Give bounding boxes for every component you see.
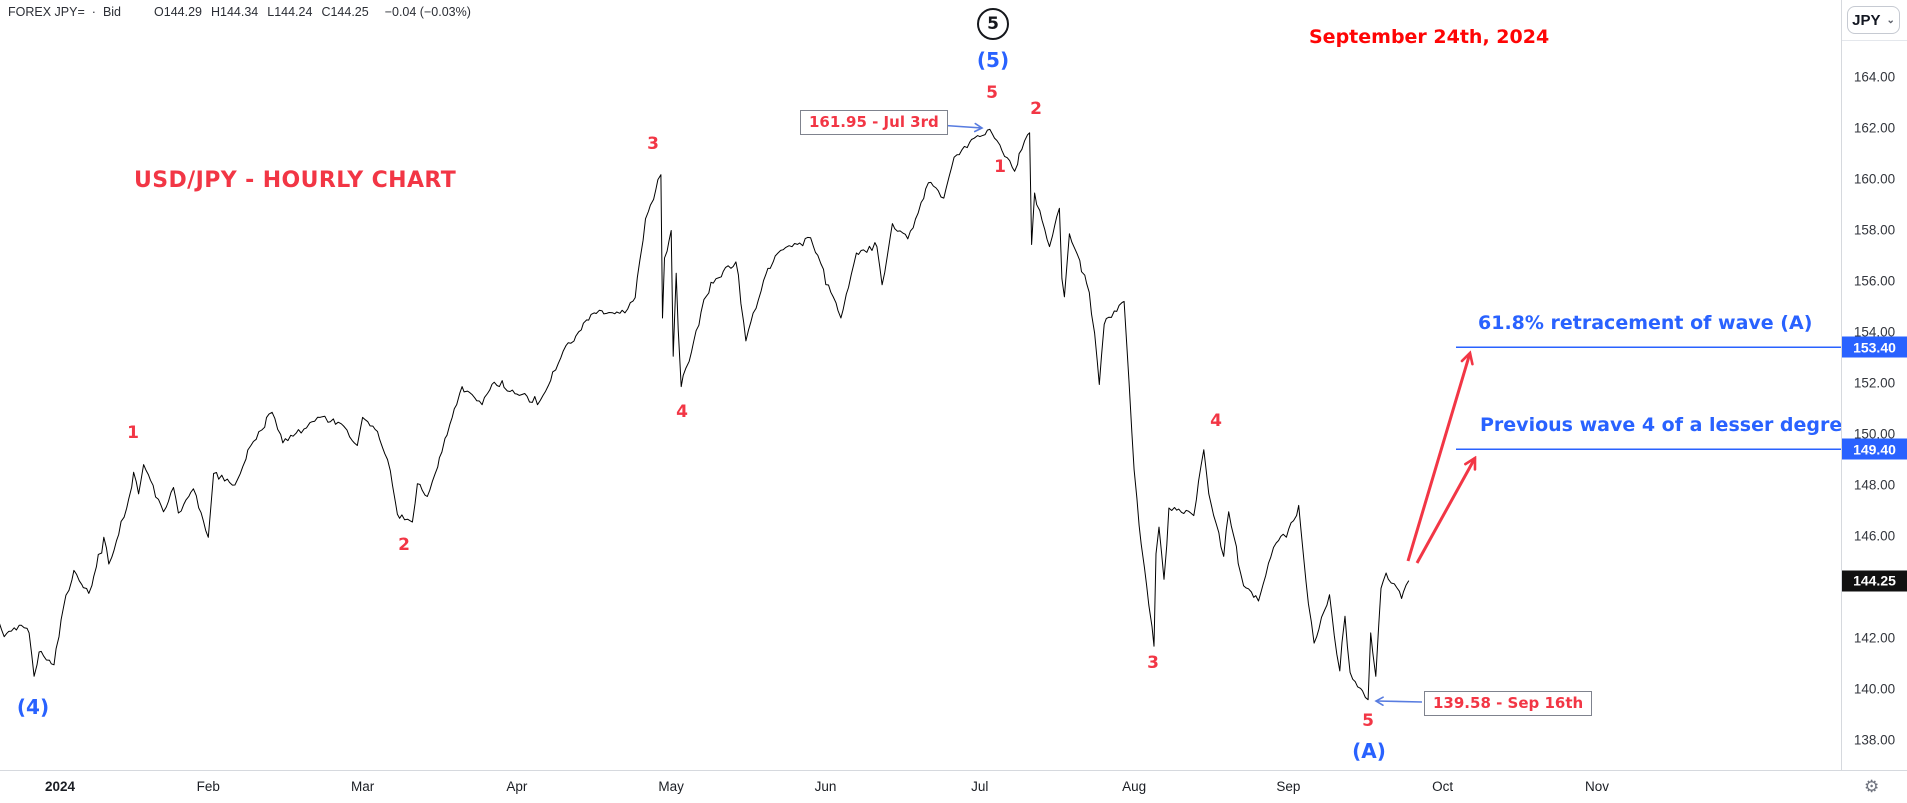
time-tick-May: May — [658, 779, 684, 794]
price-tick-152.00: 152.00 — [1853, 375, 1896, 391]
time-tick-Jul: Jul — [971, 779, 989, 794]
chart-plot-area[interactable]: 61.8% retracement of wave (A) Previous wa… — [0, 0, 1855, 770]
price-tick-148.00: 148.00 — [1853, 477, 1896, 493]
price-tick-162.00: 162.00 — [1853, 120, 1896, 136]
time-tick-Oct: Oct — [1432, 779, 1454, 794]
time-tick-Jun: Jun — [814, 779, 837, 794]
price-badge-149.40: 149.40 — [1842, 438, 1907, 460]
chevron-down-icon: ⌄ — [1886, 14, 1895, 26]
price-line — [0, 128, 1410, 701]
quote-ohlc: O144.29 H144.34 L144.24 C144.25 — [145, 5, 369, 19]
time-tick-Nov: Nov — [1584, 779, 1610, 794]
projection-arrow-1[interactable] — [1406, 353, 1470, 562]
price-callout-box-1[interactable]: 161.95 - Jul 3rd — [800, 110, 948, 135]
price-badge-153.40: 153.40 — [1842, 336, 1907, 358]
price-tick-160.00: 160.00 — [1853, 171, 1896, 187]
quote-field-l: L144.24 — [267, 5, 313, 19]
symbol-chip[interactable]: JPY ⌄ — [1847, 6, 1900, 34]
price-callout-box-2[interactable]: 139.58 - Sep 16th — [1424, 691, 1593, 716]
price-chart-svg[interactable] — [0, 0, 1841, 770]
time-tick-2024: 2024 — [44, 779, 76, 794]
axis-header-separator — [1842, 40, 1907, 41]
quote-field-c: C144.25 — [321, 5, 369, 19]
time-tick-Feb: Feb — [196, 779, 220, 794]
price-tick-156.00: 156.00 — [1853, 273, 1896, 289]
price-tick-140.00: 140.00 — [1853, 681, 1896, 697]
projection-arrow-2[interactable] — [1415, 458, 1477, 564]
time-axis[interactable]: 2024 Feb Mar Apr May Jun Jul Aug Sep Oct Nov — [0, 770, 1907, 803]
quote-change: −0.04 (−0.03%) — [384, 5, 471, 19]
price-tick-158.00: 158.00 — [1853, 222, 1896, 238]
price-tick-138.00: 138.00 — [1853, 732, 1896, 748]
quote-symbol: FOREX JPY= — [8, 5, 85, 19]
price-badge-144.25: 144.25 — [1842, 570, 1907, 592]
time-tick-Apr: Apr — [506, 779, 528, 794]
quote-separator: · — [91, 5, 96, 19]
quote-side: Bid — [102, 5, 122, 19]
quote-header: FOREX JPY= · Bid O144.29 H144.34 L144.24 C1… — [8, 5, 471, 19]
time-tick-Aug: Aug — [1122, 779, 1147, 794]
symbol-chip-label: JPY — [1852, 11, 1881, 29]
callout-arrow-2 — [1374, 696, 1423, 706]
price-tick-164.00: 164.00 — [1853, 69, 1896, 85]
settings-gear-icon[interactable]: ⚙ — [1864, 777, 1880, 796]
price-tick-146.00: 146.00 — [1853, 528, 1896, 544]
time-tick-Sep: Sep — [1276, 779, 1301, 794]
quote-field-o: O144.29 — [154, 5, 202, 19]
quote-field-h: H144.34 — [210, 5, 259, 19]
price-tick-142.00: 142.00 — [1853, 630, 1896, 646]
axis-divider — [1841, 0, 1842, 803]
price-tick-154.00: 154.00 — [1853, 324, 1896, 340]
price-axis[interactable]: 164.00 162.00 160.00 158.00 156.00 154.00 152.… — [1842, 0, 1907, 770]
price-tick-150.00: 150.00 — [1853, 426, 1896, 442]
time-tick-Mar: Mar — [350, 779, 375, 794]
